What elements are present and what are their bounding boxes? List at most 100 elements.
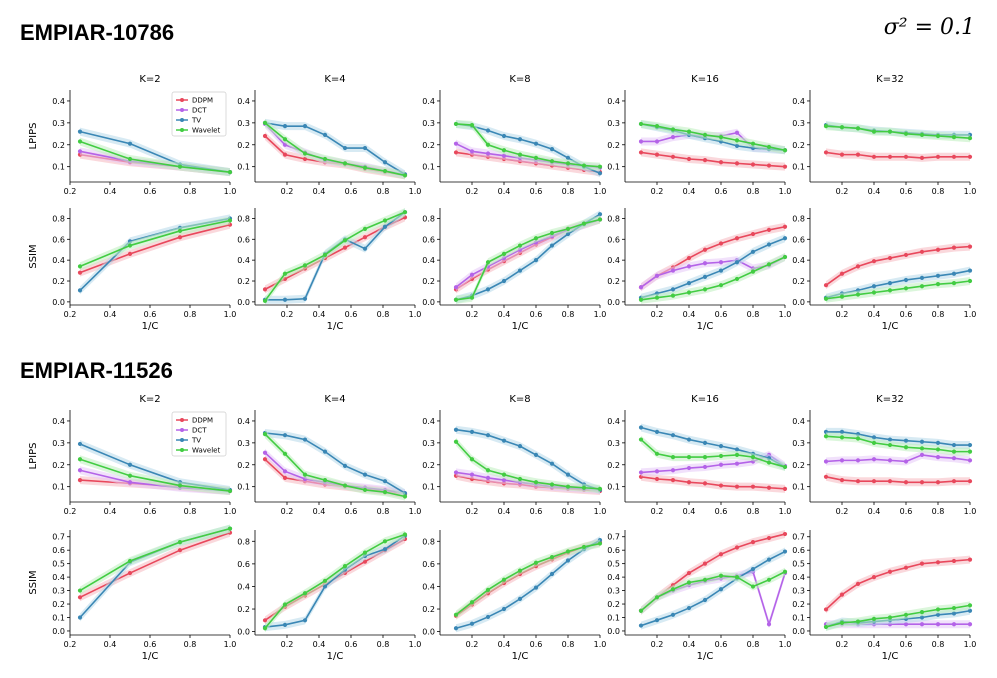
point-tv (362, 145, 368, 151)
x-tick-label: 0.6 (345, 310, 358, 319)
point-wavelet (935, 447, 941, 452)
point-dct (686, 264, 692, 269)
point-ddpm (871, 154, 877, 159)
point-wavelet (654, 295, 660, 300)
point-dct (638, 285, 644, 290)
y-tick-label: 0.3 (422, 439, 435, 448)
point-ddpm (951, 154, 957, 159)
y-tick-label: 0.2 (422, 141, 435, 150)
y-tick-label: 0.6 (607, 546, 620, 555)
point-wavelet (734, 276, 740, 282)
x-axis-label: 1/C (697, 651, 714, 662)
x-axis-label: 1/C (327, 321, 344, 332)
band-wavelet (641, 253, 785, 304)
subplot-15: 0.1 0.2 0.3 0.4 0.2 0.4 0.6 0.8 1.0 K=32 (792, 394, 976, 516)
point-ddpm (718, 160, 724, 165)
y-tick-label: 0.4 (607, 417, 620, 426)
x-tick-label: 1.0 (779, 640, 792, 649)
x-axis-label: 1/C (512, 321, 529, 332)
point-tv (967, 442, 973, 448)
point-tv (382, 479, 388, 484)
line-wavelet (825, 125, 971, 139)
point-tv (501, 606, 507, 612)
y-tick-label: 0.7 (52, 533, 65, 542)
point-tv (782, 236, 788, 241)
point-wavelet (402, 210, 408, 215)
band-wavelet (265, 118, 405, 180)
y-tick-label: 0.3 (607, 439, 620, 448)
y-tick-label: 0.4 (237, 97, 250, 106)
point-ddpm (750, 162, 756, 167)
line-wavelet (640, 123, 786, 152)
line-wavelet (640, 571, 786, 612)
point-wavelet (734, 575, 740, 580)
x-tick-label: 0.8 (562, 640, 575, 649)
point-dct (77, 149, 83, 154)
point-tv (485, 128, 491, 133)
y-tick-label: 0.2 (607, 277, 620, 286)
point-ddpm (362, 235, 368, 240)
subplot-title: K=4 (324, 394, 345, 405)
point-wavelet (734, 452, 740, 458)
point-wavelet (485, 260, 491, 265)
point-wavelet (839, 294, 845, 299)
x-tick-label: 1.0 (409, 507, 422, 516)
point-ddpm (782, 224, 788, 229)
point-wavelet (469, 122, 475, 128)
y-tick-label: 0.4 (792, 573, 805, 582)
x-tick-label: 1.0 (409, 187, 422, 196)
point-wavelet (935, 282, 941, 287)
point-tv (322, 132, 328, 138)
subplot-17: 0.0 0.2 0.4 0.6 0.8 0.2 0.4 0.6 0.8 1.0 1/C (237, 530, 421, 662)
point-ddpm (718, 483, 724, 488)
point-ddpm (855, 152, 861, 157)
legend-label: DCT (192, 107, 207, 115)
x-tick-label: 0.4 (313, 187, 326, 196)
point-ddpm (702, 561, 708, 566)
point-ddpm (702, 481, 708, 486)
point-ddpm (766, 163, 772, 168)
point-ddpm (686, 156, 692, 162)
point-wavelet (402, 173, 408, 178)
x-tick-label: 1.0 (224, 187, 237, 196)
legend: DDPM DCT TV Wavelet (171, 91, 227, 137)
x-tick-label: 0.6 (144, 310, 157, 319)
point-ddpm (177, 548, 183, 553)
y-tick-label: 0.0 (237, 628, 250, 637)
point-dct (718, 260, 724, 265)
band-tv (80, 439, 230, 494)
panels: 0.10.20.30.40.2 0.4 0.6 0.8 1.0K=2LPIPSDDPMD… (28, 74, 976, 662)
y-tick-label: 0.8 (237, 214, 250, 223)
point-tv (549, 461, 555, 466)
point-dct (469, 149, 475, 154)
point-tv (533, 585, 539, 590)
y-tick-label: 0.1 (607, 163, 620, 172)
point-wavelet (597, 164, 603, 169)
point-dct (855, 458, 861, 463)
point-dct (453, 285, 459, 290)
point-wavelet (702, 132, 708, 138)
y-tick-label: 0.8 (792, 214, 805, 223)
point-wavelet (581, 221, 587, 226)
point-dct (262, 450, 268, 455)
y-tick-label: 0.6 (52, 235, 65, 244)
x-tick-label: 0.8 (184, 310, 197, 319)
x-tick-label: 1.0 (779, 507, 792, 516)
line-ddpm (825, 476, 970, 484)
y-tick-label: 0.0 (52, 627, 65, 636)
point-tv (718, 587, 724, 592)
point-wavelet (967, 603, 973, 608)
point-wavelet (782, 148, 788, 153)
x-tick-label: 0.6 (900, 310, 913, 319)
y-tick-label: 0.0 (422, 628, 435, 637)
point-ddpm (951, 558, 957, 564)
point-wavelet (177, 228, 183, 234)
point-ddpm (823, 474, 829, 479)
y-tick-label: 0.1 (237, 483, 250, 492)
point-tv (282, 622, 288, 627)
legend-label: Wavelet (192, 447, 220, 455)
point-tv (702, 440, 708, 445)
point-dct (967, 458, 973, 463)
point-ddpm (262, 133, 268, 139)
point-tv (533, 258, 539, 263)
